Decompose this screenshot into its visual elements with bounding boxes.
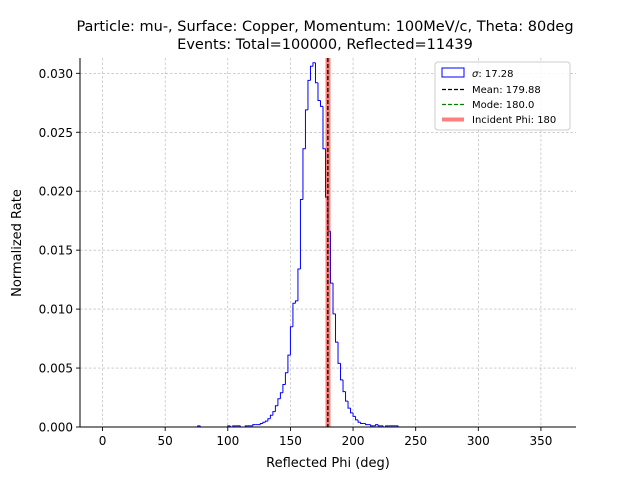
legend-mode-label: Mode: 180.0 bbox=[472, 100, 534, 111]
histogram-bin bbox=[259, 422, 263, 425]
histogram-bin bbox=[377, 424, 381, 427]
x-tick-label: 100 bbox=[216, 434, 239, 448]
legend-sigma-patch bbox=[441, 67, 465, 78]
histogram-bin bbox=[277, 398, 281, 406]
legend-sigma-label: σ: 17.28 bbox=[472, 69, 514, 80]
x-tick-label: 150 bbox=[279, 434, 302, 448]
histogram-bin bbox=[357, 419, 361, 423]
histogram-bin bbox=[292, 302, 296, 327]
histogram-bin bbox=[307, 79, 311, 110]
x-tick-label: 50 bbox=[158, 434, 173, 448]
histogram-bin bbox=[287, 354, 291, 373]
y-tick-label: 0.025 bbox=[39, 126, 73, 140]
histogram-bin bbox=[355, 416, 359, 421]
histogram-bin bbox=[289, 326, 293, 356]
y-tick-label: 0.010 bbox=[39, 303, 73, 317]
axes bbox=[76, 58, 576, 431]
histogram-bin bbox=[264, 420, 268, 423]
x-tick-label: 0 bbox=[99, 434, 107, 448]
histogram-bin bbox=[309, 65, 313, 81]
y-tick-label: 0.020 bbox=[39, 185, 73, 199]
histogram-bin bbox=[345, 391, 349, 402]
histogram-bin bbox=[274, 405, 278, 412]
chart-title-line2: Events: Total=100000, Reflected=11439 bbox=[177, 37, 473, 53]
histogram-bin bbox=[312, 62, 316, 67]
y-tick-label: 0.015 bbox=[39, 244, 73, 258]
histogram-bin bbox=[319, 100, 323, 107]
x-tick-label: 300 bbox=[467, 434, 490, 448]
histogram-bin bbox=[284, 372, 288, 385]
histogram-bin bbox=[347, 401, 351, 409]
histogram-bin bbox=[282, 384, 286, 393]
histogram-bin bbox=[269, 414, 273, 419]
histogram-bin bbox=[272, 411, 276, 416]
x-tick-label: 200 bbox=[342, 434, 365, 448]
histogram-bin bbox=[267, 418, 271, 422]
histogram-bin bbox=[352, 412, 356, 417]
histogram-bin bbox=[317, 82, 321, 101]
histogram-bin bbox=[299, 198, 303, 270]
histogram-bin bbox=[340, 363, 344, 381]
histogram-bin bbox=[322, 106, 326, 150]
histogram-bin bbox=[279, 392, 283, 399]
histogram-bin bbox=[365, 423, 369, 426]
legend-box bbox=[434, 61, 571, 131]
legend-sigma-value: : 17.28 bbox=[478, 69, 513, 80]
legend-incident-label: Incident Phi: 180 bbox=[472, 115, 556, 126]
histogram-bin bbox=[360, 422, 364, 424]
x-tick-label: 250 bbox=[404, 434, 427, 448]
histogram-bin bbox=[302, 148, 306, 200]
y-tick-label: 0.005 bbox=[39, 362, 73, 376]
histogram-bin bbox=[330, 231, 334, 284]
chart-title-line1: Particle: mu-, Surface: Copper, Momentum… bbox=[76, 19, 573, 35]
histogram-bin bbox=[332, 283, 336, 315]
x-tick-label: 350 bbox=[529, 434, 552, 448]
histogram-bin bbox=[314, 62, 318, 84]
histogram-bin bbox=[304, 109, 308, 149]
histogram-bin bbox=[337, 342, 341, 364]
histogram-bin bbox=[375, 424, 379, 426]
tick-labels: 0 50 100 150 200 250 300 350 0.000 0.005 0.010 0.01… bbox=[39, 67, 553, 448]
x-axis-label: Reflected Phi (deg) bbox=[266, 456, 390, 471]
histogram-bin bbox=[262, 421, 266, 424]
histogram-bin bbox=[297, 268, 301, 301]
legend-sigma-symbol: σ bbox=[472, 69, 479, 80]
histogram-bin bbox=[350, 408, 354, 414]
histogram-bin bbox=[342, 379, 346, 393]
y-axis-label: Normalized Rate bbox=[10, 189, 25, 297]
histogram-bin bbox=[370, 424, 374, 427]
histogram-bin bbox=[335, 313, 339, 343]
legend: σ: 17.28 Mean: 179.88 Mode: 180.0 Incide… bbox=[434, 61, 571, 131]
histogram-bin bbox=[252, 424, 256, 426]
y-tick-label: 0.000 bbox=[39, 421, 73, 435]
histogram-bin bbox=[294, 300, 298, 304]
y-tick-label: 0.030 bbox=[39, 67, 73, 81]
legend-mean-label: Mean: 179.88 bbox=[472, 85, 541, 96]
